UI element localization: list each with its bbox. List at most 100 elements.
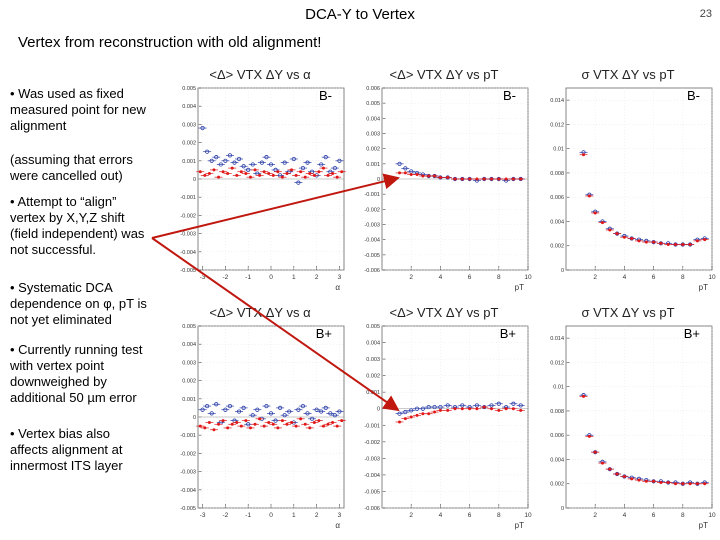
data-point-filled [427,412,431,416]
y-tick-label: 0.012 [550,122,564,128]
data-point-filled [674,482,677,486]
data-point-filled [198,170,202,174]
bullet-align-attempt: • Attempt to “align” vertex by X,Y,Z shi… [10,194,145,257]
data-point-filled [207,172,211,176]
x-tick-label: 4 [439,274,443,281]
data-point-open [300,165,306,171]
y-tick-label: -0.006 [364,506,380,512]
y-tick-label: 0.012 [550,360,564,366]
data-point-open [250,162,255,167]
data-point-filled [674,243,677,247]
data-point-filled [331,420,335,424]
y-tick-label: -0.004 [180,488,196,494]
data-point-filled [258,173,262,177]
data-point-filled [280,419,284,423]
field-label: B+ [500,326,516,341]
x-tick-label: 8 [681,512,685,519]
data-point-filled [409,415,413,419]
data-point-filled [615,232,619,236]
y-tick-label: -0.001 [364,192,380,198]
y-tick-label: 0.003 [366,357,380,363]
slide-subtitle: Vertex from reconstruction with old alig… [18,34,322,51]
data-point-filled [217,422,221,426]
data-point-open [227,153,233,158]
y-tick-label: 0.005 [366,101,380,107]
y-tick-label: 0.001 [366,162,380,168]
data-point-open [323,155,328,160]
y-tick-label: -0.005 [364,489,380,495]
data-point-open [337,158,342,163]
x-tick-label: 8 [497,274,501,281]
data-point-filled [294,173,298,177]
data-point-filled [203,173,207,177]
x-tick-label: 1 [292,274,296,281]
y-tick-label: 0.004 [550,457,564,463]
bullet-note: (assuming that errors were cancelled out… [10,152,133,183]
data-point-open [409,408,414,413]
y-tick-label: -0.003 [180,470,196,476]
x-tick-label: -1 [245,512,251,519]
x-tick-label: 3 [338,512,342,519]
data-point-filled [235,420,239,424]
data-point-filled [482,405,486,409]
data-point-filled [294,424,298,428]
data-point-filled [622,474,626,478]
data-point-filled [230,422,234,426]
data-point-filled [285,422,289,426]
data-point-open [232,160,237,165]
plot-svg: σ VTX ΔY vs pT 0 0.002 0.004 0.006 0.008 0.01 0… [550,67,716,292]
y-tick-label: 0.01 [553,385,564,391]
y-tick-label: 0.014 [550,98,564,104]
y-tick-label: 0.003 [366,132,380,138]
data-point-filled [460,177,464,181]
data-point-filled [519,177,523,181]
data-point-filled [290,420,294,424]
field-label: B- [687,88,700,103]
x-tick-label: 2 [409,274,413,281]
data-point-filled [688,482,692,486]
data-point-filled [239,424,243,428]
y-tick-label: 0 [193,177,196,183]
data-point-filled [303,422,307,426]
x-tick-label: 2 [593,274,597,281]
data-point-filled [468,407,472,411]
data-point-filled [666,243,670,247]
plot-title: <Δ> VTX ΔY vs pT [390,305,499,320]
data-point-filled [504,407,508,411]
data-point-filled [475,177,479,181]
y-tick-label: -0.004 [364,473,380,479]
data-point-filled [326,173,330,177]
data-point-open [268,411,274,416]
data-point-filled [433,410,437,414]
data-point-filled [593,211,597,215]
data-point-open [223,158,228,163]
data-point-filled [312,173,316,177]
y-tick-label: 0.001 [366,390,380,396]
plot-title: <Δ> VTX ΔY vs α [209,305,311,320]
data-point-filled [212,168,216,172]
data-point-open [305,411,310,416]
data-point-filled [248,426,252,430]
plot-6: σ VTX ΔY vs pT 0 0.002 0.004 0.006 0.008 0.01 0… [536,300,720,538]
field-label: B+ [316,326,332,341]
data-point-open [268,162,274,167]
y-tick-label: -0.005 [180,268,196,274]
data-point-filled [519,408,523,412]
x-tick-label: 3 [338,274,342,281]
y-tick-label: 0.004 [550,219,564,225]
data-point-open [489,403,494,408]
y-tick-label: -0.005 [364,253,380,259]
data-point-filled [511,177,515,181]
y-tick-label: 0.005 [182,86,196,92]
y-tick-label: -0.003 [180,232,196,238]
data-point-filled [271,422,275,426]
y-tick-label: 0.002 [550,482,564,488]
x-axis-label: pT [515,283,524,292]
plot-title: σ VTX ΔY vs pT [581,305,674,320]
data-point-filled [644,240,648,244]
data-point-open [250,413,255,418]
data-point-filled [490,407,493,411]
data-point-filled [331,172,335,176]
data-point-open [246,422,251,427]
y-tick-label: -0.001 [180,195,196,201]
